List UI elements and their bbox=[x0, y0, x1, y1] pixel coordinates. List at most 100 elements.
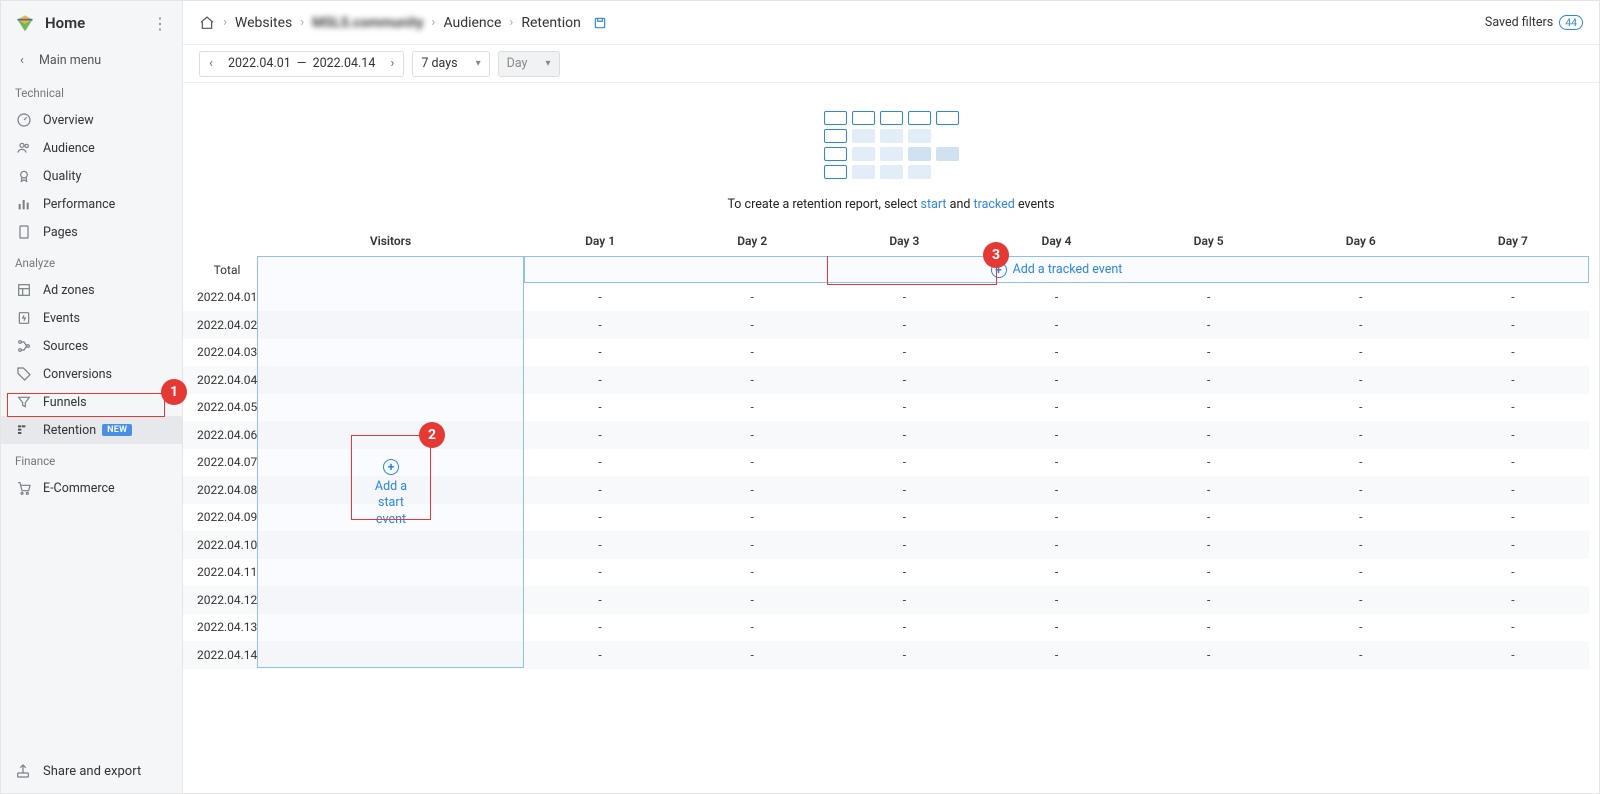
td-day: - bbox=[1437, 593, 1589, 607]
add-start-line1: Add a bbox=[375, 479, 407, 494]
sidebar-item-quality[interactable]: Quality bbox=[1, 162, 182, 190]
granularity-select[interactable]: Day ▾ bbox=[498, 51, 560, 77]
td-day: - bbox=[676, 565, 828, 579]
add-start-event-button[interactable]: + Add a start event bbox=[363, 459, 419, 528]
saved-filters-button[interactable]: Saved filters 44 bbox=[1485, 15, 1583, 30]
chevron-left-icon: ‹ bbox=[15, 53, 29, 68]
td-day: - bbox=[524, 290, 676, 304]
share-export-button[interactable]: Share and export bbox=[1, 755, 182, 787]
td-day: - bbox=[676, 428, 828, 442]
breadcrumb: › Websites › MSLS.community › Audience ›… bbox=[199, 15, 607, 31]
empty-state-illustration: To create a retention report, select sta… bbox=[183, 83, 1599, 226]
td-day: - bbox=[524, 565, 676, 579]
td-day: - bbox=[1437, 483, 1589, 497]
new-badge: NEW bbox=[102, 424, 132, 436]
nav-label: Funnels bbox=[43, 395, 87, 410]
add-tracked-label: Add a tracked event bbox=[1013, 262, 1123, 277]
save-report-icon[interactable] bbox=[593, 16, 607, 30]
td-day: - bbox=[1133, 290, 1285, 304]
sidebar-item-adzones[interactable]: Ad zones bbox=[1, 276, 182, 304]
period-value: 7 days bbox=[421, 56, 457, 71]
breadcrumb-retention[interactable]: Retention bbox=[521, 15, 581, 31]
td-day: - bbox=[1285, 538, 1437, 552]
td-day: - bbox=[1133, 620, 1285, 634]
caret-down-icon: ▾ bbox=[476, 58, 481, 69]
td-day: - bbox=[1437, 400, 1589, 414]
td-day: - bbox=[1437, 538, 1589, 552]
td-date: 2022.04.14 bbox=[183, 648, 257, 662]
home-icon[interactable] bbox=[199, 15, 215, 31]
td-day: - bbox=[676, 373, 828, 387]
start-link[interactable]: start bbox=[921, 197, 947, 212]
td-date: 2022.04.10 bbox=[183, 538, 257, 552]
td-day: - bbox=[980, 620, 1132, 634]
td-day: - bbox=[1285, 318, 1437, 332]
th-day: Day 2 bbox=[676, 234, 828, 248]
sidebar-menu-icon[interactable]: ⋮ bbox=[152, 14, 168, 33]
sidebar-item-events[interactable]: Events bbox=[1, 304, 182, 332]
sidebar-item-funnels[interactable]: Funnels bbox=[1, 388, 182, 416]
date-range-picker[interactable]: ‹ 2022.04.01 — 2022.04.14 › bbox=[199, 51, 404, 77]
td-day: - bbox=[1437, 345, 1589, 359]
badge-icon bbox=[15, 168, 33, 184]
sidebar-item-overview[interactable]: Overview bbox=[1, 106, 182, 134]
td-day: - bbox=[1285, 400, 1437, 414]
td-date: 2022.04.08 bbox=[183, 483, 257, 497]
breadcrumb-sep: › bbox=[509, 15, 513, 30]
td-day: - bbox=[1437, 428, 1589, 442]
breadcrumb-audience[interactable]: Audience bbox=[443, 15, 501, 31]
date-sep: — bbox=[297, 56, 307, 71]
sidebar-item-conversions[interactable]: Conversions bbox=[1, 360, 182, 388]
breadcrumb-websites[interactable]: Websites bbox=[235, 15, 292, 31]
tracked-link[interactable]: tracked bbox=[974, 197, 1015, 212]
branch-icon bbox=[15, 338, 33, 354]
td-day: - bbox=[980, 510, 1132, 524]
sidebar-item-retention[interactable]: Retention NEW bbox=[1, 416, 182, 444]
td-day: - bbox=[676, 400, 828, 414]
td-date: 2022.04.01 bbox=[183, 290, 257, 304]
main-menu-label: Main menu bbox=[39, 53, 101, 68]
breadcrumb-sep: › bbox=[432, 15, 436, 30]
sidebar-item-ecommerce[interactable]: E-Commerce bbox=[1, 474, 182, 502]
period-select[interactable]: 7 days ▾ bbox=[412, 51, 489, 77]
sidebar-item-performance[interactable]: Performance bbox=[1, 190, 182, 218]
annotation-callout-3: 3 bbox=[983, 242, 1009, 268]
content-area: To create a retention report, select sta… bbox=[183, 83, 1599, 793]
td-day: - bbox=[980, 648, 1132, 662]
grid-icon bbox=[15, 282, 33, 298]
topbar: › Websites › MSLS.community › Audience ›… bbox=[183, 1, 1599, 45]
td-day: - bbox=[980, 373, 1132, 387]
td-day: - bbox=[980, 483, 1132, 497]
td-day: - bbox=[828, 428, 980, 442]
td-day: - bbox=[980, 345, 1132, 359]
td-day: - bbox=[676, 483, 828, 497]
bars-icon bbox=[15, 196, 33, 212]
td-day: - bbox=[980, 400, 1132, 414]
td-day: - bbox=[524, 510, 676, 524]
td-day: - bbox=[828, 538, 980, 552]
sidebar-title: Home bbox=[45, 14, 152, 32]
td-day: - bbox=[828, 345, 980, 359]
td-day: - bbox=[1285, 345, 1437, 359]
breadcrumb-site[interactable]: MSLS.community bbox=[312, 15, 423, 31]
sidebar-item-sources[interactable]: Sources bbox=[1, 332, 182, 360]
td-day: - bbox=[524, 400, 676, 414]
td-date: 2022.04.03 bbox=[183, 345, 257, 359]
td-day: - bbox=[1437, 373, 1589, 387]
td-day: - bbox=[828, 510, 980, 524]
add-tracked-event-button[interactable]: + Add a tracked event bbox=[524, 256, 1589, 283]
section-technical: Technical bbox=[1, 76, 182, 106]
date-prev-icon[interactable]: ‹ bbox=[200, 56, 222, 71]
td-date: 2022.04.05 bbox=[183, 400, 257, 414]
main-menu-back[interactable]: ‹ Main menu bbox=[1, 45, 182, 76]
add-start-line2: start event bbox=[376, 495, 406, 526]
td-day: - bbox=[524, 428, 676, 442]
td-day: - bbox=[1437, 318, 1589, 332]
td-date: 2022.04.07 bbox=[183, 455, 257, 469]
sidebar-item-pages[interactable]: Pages bbox=[1, 218, 182, 246]
sidebar-item-audience[interactable]: Audience bbox=[1, 134, 182, 162]
date-next-icon[interactable]: › bbox=[381, 56, 403, 71]
td-day: - bbox=[1285, 565, 1437, 579]
td-day: - bbox=[828, 593, 980, 607]
share-label: Share and export bbox=[43, 764, 141, 779]
